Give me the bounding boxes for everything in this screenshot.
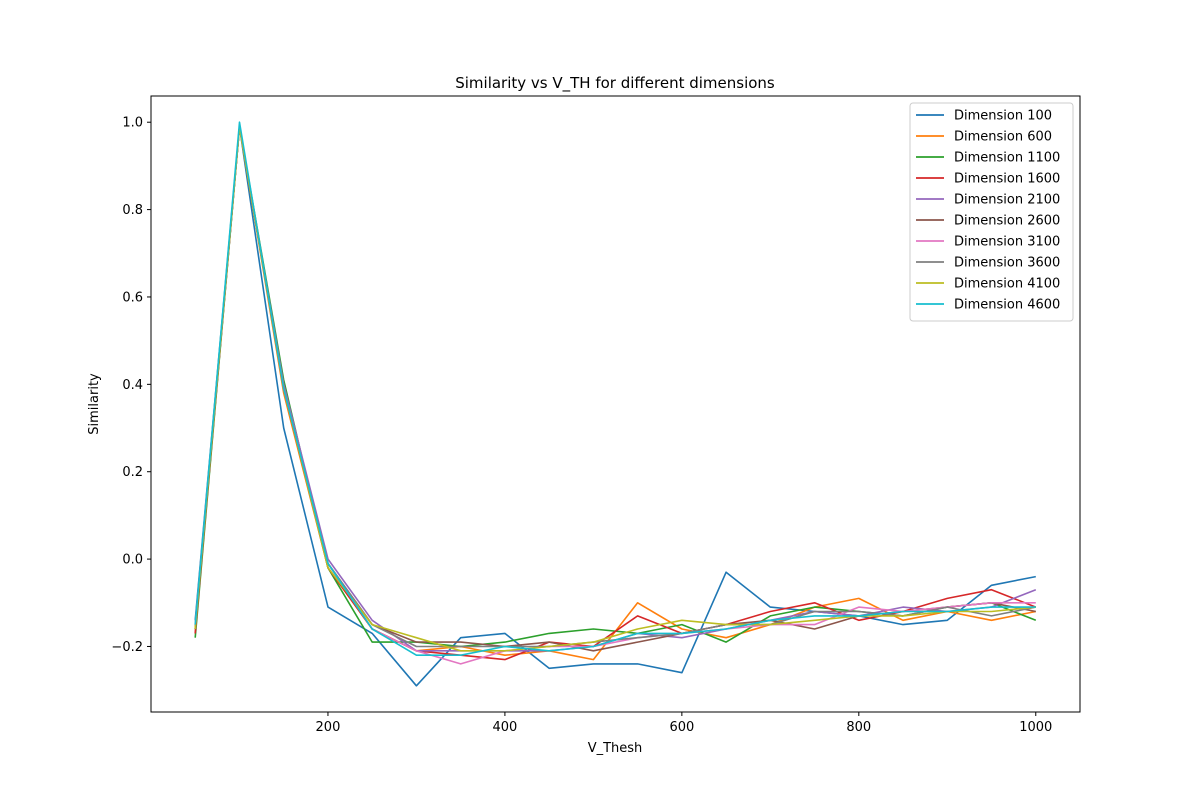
legend-label: Dimension 3600 (954, 256, 1060, 271)
y-tick-label: −0.2 (111, 640, 143, 655)
chart-title: Similarity vs V_TH for different dimensi… (455, 74, 775, 93)
legend-label: Dimension 4100 (954, 277, 1060, 292)
y-tick-label: 0.2 (122, 465, 143, 480)
legend: Dimension 100 Dimension 600 Dimension 1100… (909, 102, 1074, 322)
legend-label: Dimension 1100 (954, 151, 1060, 166)
legend-label: Dimension 4600 (954, 298, 1060, 313)
plot-frame (150, 95, 1081, 713)
x-tick-label: 600 (669, 720, 694, 735)
y-axis-ticks: −0.2 0.0 0.2 0.4 0.6 0.8 1.0 (111, 116, 151, 655)
legend-label: Dimension 3100 (954, 235, 1060, 250)
y-tick-label: 0.8 (122, 203, 143, 218)
legend-label: Dimension 100 (954, 109, 1052, 124)
y-tick-label: 0.6 (122, 290, 143, 305)
legend-label: Dimension 600 (954, 130, 1052, 145)
y-tick-label: 0.4 (122, 378, 143, 393)
legend-label: Dimension 1600 (954, 172, 1060, 187)
x-axis-ticks: 200 400 600 800 1000 (316, 712, 1052, 735)
series-line-0 (194, 125, 1036, 687)
x-tick-label: 200 (316, 720, 341, 735)
series-line-9 (194, 121, 1036, 657)
y-tick-label: 1.0 (122, 116, 143, 131)
legend-label: Dimension 2100 (954, 193, 1060, 208)
legend-box (909, 102, 1074, 322)
plot-lines (194, 121, 1037, 687)
x-tick-label: 400 (492, 720, 517, 735)
x-axis-label: V_Thesh (588, 741, 643, 756)
y-tick-label: 0.0 (122, 553, 143, 568)
x-tick-label: 1000 (1019, 720, 1052, 735)
legend-label: Dimension 2600 (954, 214, 1060, 229)
series-line-8 (194, 125, 1036, 652)
x-tick-label: 800 (846, 720, 871, 735)
y-axis-label: Similarity (87, 373, 102, 435)
